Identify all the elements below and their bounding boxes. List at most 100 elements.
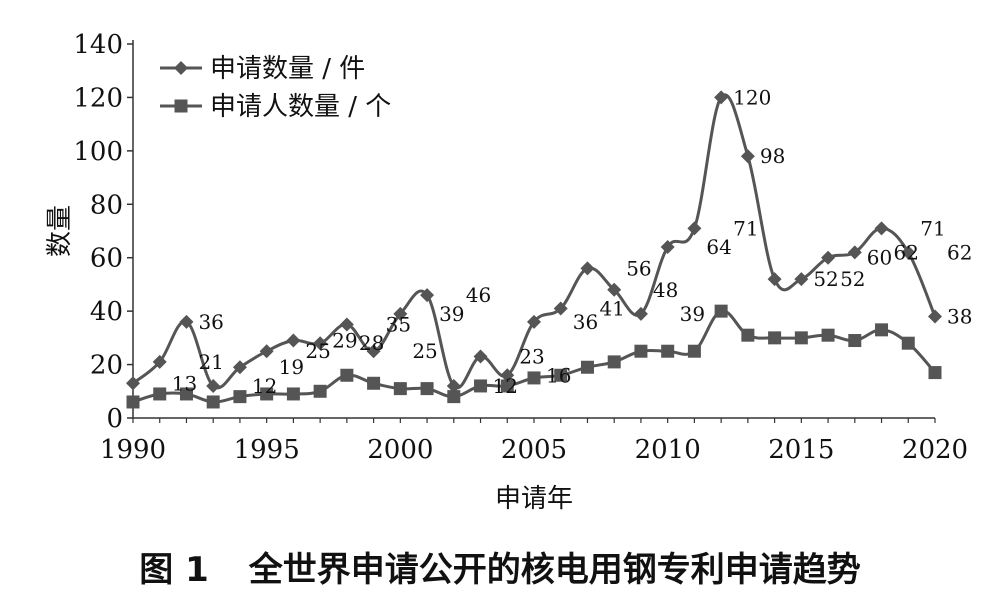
data-label: 60: [867, 246, 892, 270]
y-axis-title: 数量: [45, 205, 75, 257]
figure-caption: 图 1 全世界申请公开的核电用钢专利申请趋势: [0, 542, 1000, 591]
square-marker: [206, 395, 220, 409]
legend-label: 申请数量 / 件: [210, 54, 365, 84]
data-label: 13: [172, 371, 197, 395]
diamond-marker: [206, 378, 221, 393]
data-label: 12: [252, 374, 277, 398]
diamond-marker: [821, 250, 836, 265]
diamond-marker: [607, 282, 622, 297]
diamond-marker: [633, 306, 648, 321]
data-label: 41: [599, 296, 624, 320]
line-chart: 0 20 40 60 80 100 120 140 1990 1995 2000 2005 2010 20…: [45, 30, 972, 514]
square-marker: [634, 344, 648, 358]
data-label: 23: [519, 345, 544, 369]
square-marker: [340, 368, 354, 382]
diamond-marker: [500, 368, 515, 383]
data-label: 52: [813, 267, 838, 291]
data-label: 62: [947, 240, 972, 264]
y-tick-label: 40: [90, 297, 123, 327]
diamond-marker: [553, 301, 568, 316]
diamond-marker: [179, 314, 194, 329]
x-tick-label: 1990: [100, 435, 166, 465]
data-label: 28: [359, 331, 384, 355]
diamond-marker: [232, 360, 247, 375]
diamond-marker: [660, 240, 675, 255]
diamond-marker: [527, 314, 541, 329]
square-marker: [500, 379, 514, 393]
y-tick-label: 140: [73, 30, 123, 60]
diamond-marker: [313, 336, 328, 351]
data-label: 39: [680, 302, 705, 326]
square-marker: [313, 384, 327, 398]
data-label: 25: [412, 339, 437, 363]
y-tick-label: 100: [73, 137, 123, 167]
square-marker: [821, 328, 835, 342]
data-label: 12: [493, 374, 518, 398]
diamond-marker: [767, 272, 782, 287]
y-tick-label: 60: [90, 244, 123, 274]
square-marker: [901, 336, 915, 350]
y-tick-label: 80: [90, 190, 123, 220]
y-tick-label: 0: [106, 404, 123, 434]
data-label: 35: [386, 313, 411, 337]
diamond-marker: [473, 349, 488, 364]
data-label: 39: [439, 302, 464, 326]
data-label: 21: [198, 350, 223, 374]
data-label: 25: [305, 339, 330, 363]
diamond-marker: [126, 376, 140, 391]
diamond-marker: [420, 288, 435, 303]
data-label: 52: [840, 267, 865, 291]
square-marker: [714, 304, 728, 318]
square-marker: [420, 382, 434, 396]
diamond-marker: [366, 344, 381, 359]
data-label: 19: [279, 355, 304, 379]
data-label: 71: [920, 216, 945, 240]
data-label: 64: [706, 235, 731, 259]
x-tick-label: 2000: [367, 435, 433, 465]
figure-caption-text: 全世界申请公开的核电用钢专利申请趋势: [248, 550, 861, 590]
data-label: 29: [332, 329, 357, 353]
data-label: 62: [894, 240, 919, 264]
square-marker: [447, 390, 461, 404]
y-tick-label: 120: [73, 83, 123, 113]
x-tick-label: 2005: [501, 435, 567, 465]
diamond-marker: [901, 245, 916, 260]
square-marker: [794, 331, 808, 345]
diamond-marker: [928, 309, 942, 324]
data-label: 98: [760, 144, 785, 168]
legend-diamond-marker: [174, 61, 188, 75]
square-marker: [607, 355, 621, 369]
square-marker: [741, 328, 755, 342]
data-label: 48: [653, 278, 678, 302]
diamond-marker: [446, 378, 461, 393]
square-marker: [126, 395, 140, 409]
diamond-marker: [794, 272, 809, 287]
square-marker: [928, 366, 942, 380]
diamond-marker: [339, 317, 354, 332]
square-marker: [474, 379, 488, 393]
square-marker: [260, 387, 274, 401]
data-label: 46: [466, 283, 491, 307]
square-marker: [233, 390, 247, 404]
square-marker: [527, 371, 541, 385]
diamond-marker: [259, 344, 274, 359]
data-label: 36: [198, 310, 223, 334]
square-marker: [367, 376, 381, 390]
diamond-marker: [152, 354, 167, 369]
diamond-marker: [740, 149, 755, 164]
legend-square-marker: [174, 99, 188, 113]
square-marker: [179, 387, 193, 401]
diamond-marker: [687, 221, 702, 236]
data-label: 120: [733, 85, 771, 109]
square-marker: [286, 387, 300, 401]
x-axis-title: 申请年: [495, 484, 573, 514]
square-marker: [687, 344, 701, 358]
diamond-marker: [286, 333, 301, 348]
data-label: 56: [626, 256, 651, 280]
square-marker: [661, 344, 675, 358]
data-label: 38: [947, 304, 972, 328]
legend-label: 申请人数量 / 个: [210, 92, 391, 122]
y-tick-label: 20: [90, 351, 123, 381]
data-label: 36: [573, 310, 598, 334]
figure-number: 图 1: [139, 550, 209, 590]
